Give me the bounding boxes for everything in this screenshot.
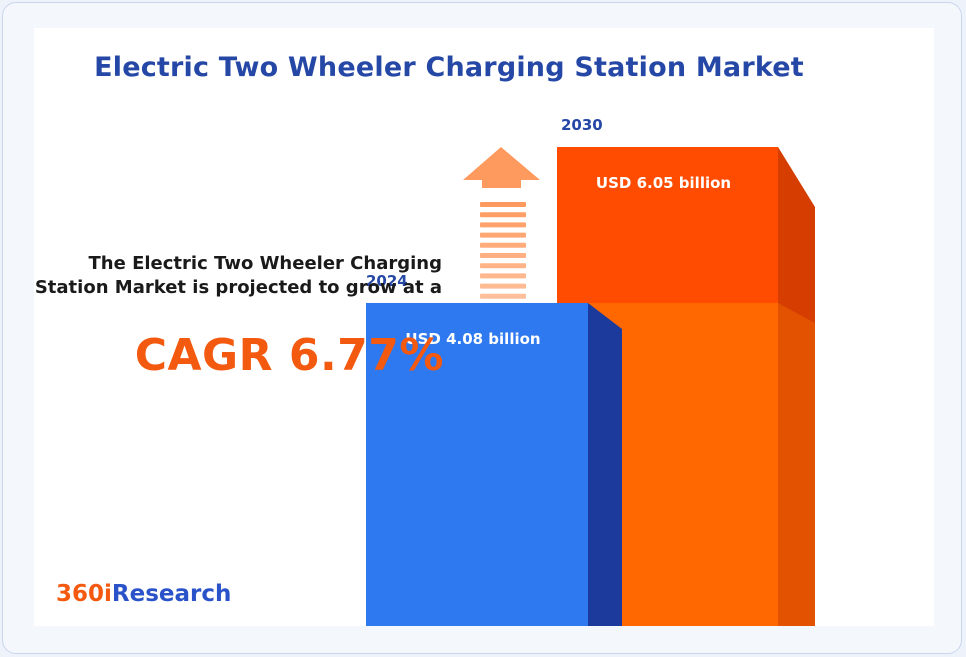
arrow-stripe [480,212,526,218]
arrow-stripe [480,202,526,207]
projection-description: The Electric Two Wheeler Charging Statio… [34,253,442,298]
cagr-value: CAGR 6.77% [134,330,444,381]
bar-side-2030-lower [778,302,815,626]
chart-title: Electric Two Wheeler Charging Station Ma… [94,52,804,83]
arrow-stripe [480,293,526,299]
year-label-2030: 2030 [561,116,603,134]
brand-prefix: 360i [56,581,112,607]
arrow-stripe [480,273,526,279]
arrow-stripe [480,242,526,248]
arrow-stripe [480,222,526,228]
bars: 2030 USD 6.05 billion 2024 USD 4.08 billion [366,116,815,626]
brand-logo: 360iResearch [56,581,231,607]
value-label-2030: USD 6.05 billion [596,174,731,192]
arrow-head [463,147,540,188]
bar-chart: 2030 USD 6.05 billion 2024 USD 4.08 billion [366,116,815,626]
value-label-2024: USD 4.08 billion [405,330,540,348]
bar-2024 [366,302,588,626]
year-label-2024: 2024 [366,272,408,290]
arrow-stripe [480,263,526,269]
arrow-stripe [480,253,526,258]
brand-suffix: Research [111,581,232,607]
arrow-stripe [480,232,526,238]
infographic-card: Electric Two Wheeler Charging Station Ma… [34,28,934,626]
bar-side-2024 [588,302,622,626]
arrow-stripe [480,283,526,289]
